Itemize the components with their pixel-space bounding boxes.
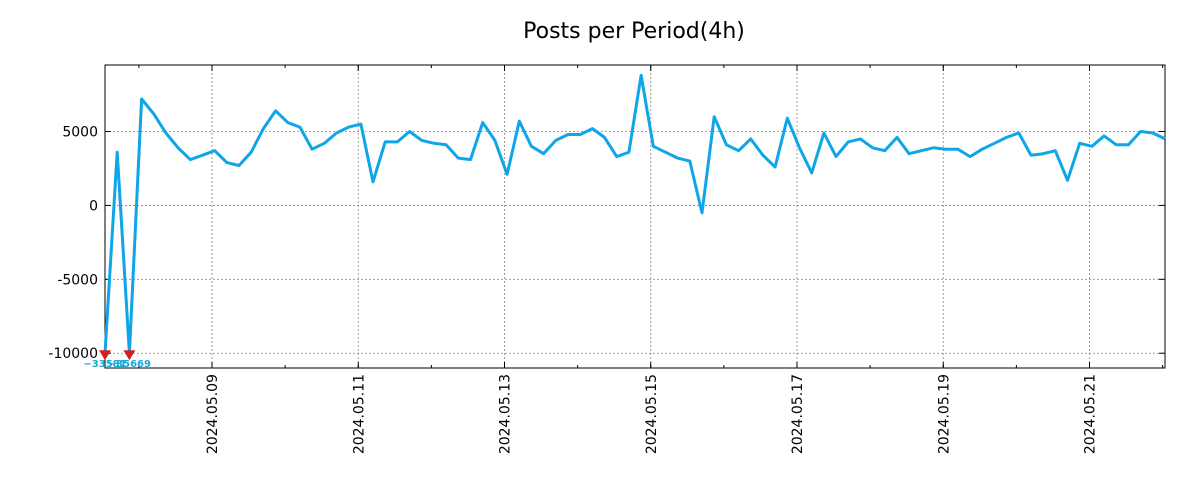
label-layer: 5000 0 -5000 -10000 2024.05.09 2024.05.11 2024… (48, 125, 1098, 455)
series-layer (103, 73, 1166, 355)
x-tick-label: 2024.05.11 (351, 374, 367, 454)
chart-title: Posts per Period(4h) (523, 19, 745, 44)
x-tick-label: 2024.05.15 (644, 374, 660, 454)
series-line (103, 73, 1166, 355)
y-tick-label: -10000 (48, 346, 98, 362)
min-marker-label: −33581 (83, 359, 126, 370)
min-marker-label: −35669 (108, 359, 151, 370)
x-tick-label: 2024.05.17 (790, 374, 806, 454)
min-marker (99, 350, 111, 361)
y-tick-label: 5000 (62, 125, 98, 141)
y-tick-label: -5000 (57, 272, 98, 288)
annotation-layer: −33581−35669 (83, 350, 151, 370)
y-tick-label: 0 (89, 198, 98, 214)
x-tick-label: 2024.05.21 (1083, 374, 1099, 454)
grid-layer (105, 65, 1165, 368)
x-tick-label: 2024.05.13 (498, 374, 514, 454)
min-marker (123, 350, 136, 361)
x-tick-label: 2024.05.09 (205, 374, 221, 454)
x-tick-label: 2024.05.19 (936, 374, 952, 454)
